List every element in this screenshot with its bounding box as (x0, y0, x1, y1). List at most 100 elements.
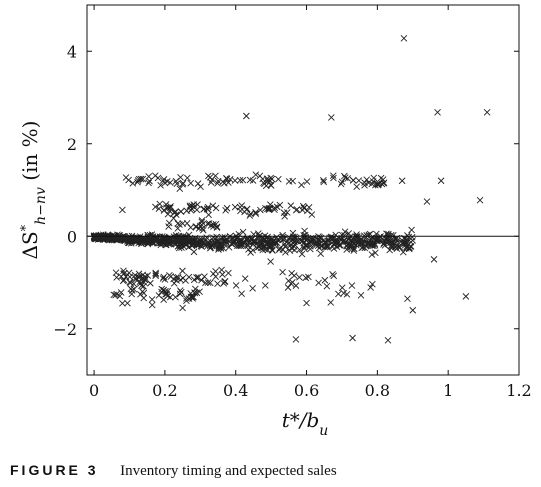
data-point (214, 280, 221, 288)
data-point (223, 239, 230, 246)
data-point (176, 185, 184, 193)
data-point (238, 240, 245, 247)
data-point (363, 176, 370, 183)
data-point (225, 179, 232, 186)
data-point (322, 238, 330, 246)
data-point (125, 269, 133, 277)
data-point (383, 230, 390, 238)
data-point (246, 212, 254, 219)
data-point (384, 336, 392, 344)
data-point (198, 276, 205, 284)
data-point (304, 207, 311, 215)
data-point (146, 177, 153, 185)
data-point (284, 284, 292, 291)
data-point (162, 241, 169, 249)
data-point (119, 206, 126, 214)
data-point (190, 248, 198, 256)
data-point (320, 176, 327, 184)
data-point (249, 177, 257, 184)
data-point (266, 205, 273, 213)
data-point (203, 234, 210, 241)
data-point (335, 290, 342, 298)
data-point (163, 178, 171, 185)
data-point (403, 244, 410, 252)
data-point (314, 236, 322, 243)
data-point (385, 236, 393, 244)
data-point (349, 177, 357, 184)
data-point (398, 177, 406, 185)
data-point (423, 198, 431, 205)
y-tick-label: 0 (67, 227, 77, 246)
data-point (120, 237, 127, 244)
data-point (316, 240, 324, 248)
data-point (116, 292, 124, 300)
data-point (160, 175, 168, 183)
data-point (407, 238, 415, 246)
data-point (368, 180, 376, 188)
data-point (264, 239, 272, 247)
data-point (226, 176, 234, 183)
data-point (201, 239, 208, 247)
data-point (180, 237, 188, 245)
data-point (237, 236, 244, 244)
data-point (173, 180, 181, 187)
data-point (139, 288, 146, 295)
data-point (309, 236, 316, 244)
data-point (408, 226, 415, 234)
data-point (183, 207, 190, 215)
data-point (330, 174, 337, 182)
data-point (171, 209, 179, 216)
data-point (204, 279, 212, 286)
data-point (159, 275, 167, 282)
data-point (201, 273, 208, 280)
data-point (191, 285, 199, 293)
data-point (329, 172, 337, 179)
data-point (162, 287, 169, 295)
data-point (367, 284, 374, 291)
data-point (256, 232, 263, 239)
data-point (264, 205, 271, 213)
data-point (291, 233, 299, 241)
data-point (210, 221, 217, 228)
figure-caption: FIGURE 3 Inventory timing and expected s… (10, 462, 337, 480)
data-point (370, 242, 377, 250)
data-point (225, 269, 232, 277)
data-point (214, 177, 222, 185)
data-point (187, 179, 195, 187)
data-point (140, 294, 148, 302)
scatter-chart: 0 0.2 0.4 0.6 0.8 1 1.2 −2 0 2 4 t*/bu ΔS*h−nv (in… (18, 4, 532, 439)
data-point (344, 175, 352, 182)
data-point (157, 239, 165, 247)
data-point (91, 235, 99, 243)
data-point (204, 203, 212, 211)
data-point (261, 235, 269, 243)
svg-text:t*/bu: t*/bu (282, 408, 329, 439)
data-point (298, 237, 305, 245)
data-point (374, 235, 381, 243)
data-point (357, 240, 365, 247)
data-point (400, 34, 408, 42)
data-point (404, 295, 411, 303)
data-point (380, 180, 387, 187)
data-point (244, 238, 252, 246)
data-point (320, 178, 328, 186)
data-point (205, 211, 212, 219)
data-point (437, 177, 445, 185)
y-tick-label: 4 (67, 42, 77, 61)
data-point (363, 231, 370, 239)
data-point (271, 204, 279, 212)
data-point (430, 256, 438, 263)
data-point (305, 204, 313, 211)
data-point (130, 285, 138, 293)
data-point (262, 282, 269, 289)
data-point (170, 275, 177, 283)
data-point (129, 179, 137, 187)
data-point (152, 270, 160, 278)
data-point (135, 175, 143, 183)
data-point (120, 276, 128, 284)
data-point (131, 236, 138, 244)
svg-text:ΔS*h−nv (in %): ΔS*h−nv (in %) (18, 121, 49, 260)
data-point (248, 235, 255, 243)
data-point (202, 279, 209, 287)
data-point (190, 293, 197, 301)
